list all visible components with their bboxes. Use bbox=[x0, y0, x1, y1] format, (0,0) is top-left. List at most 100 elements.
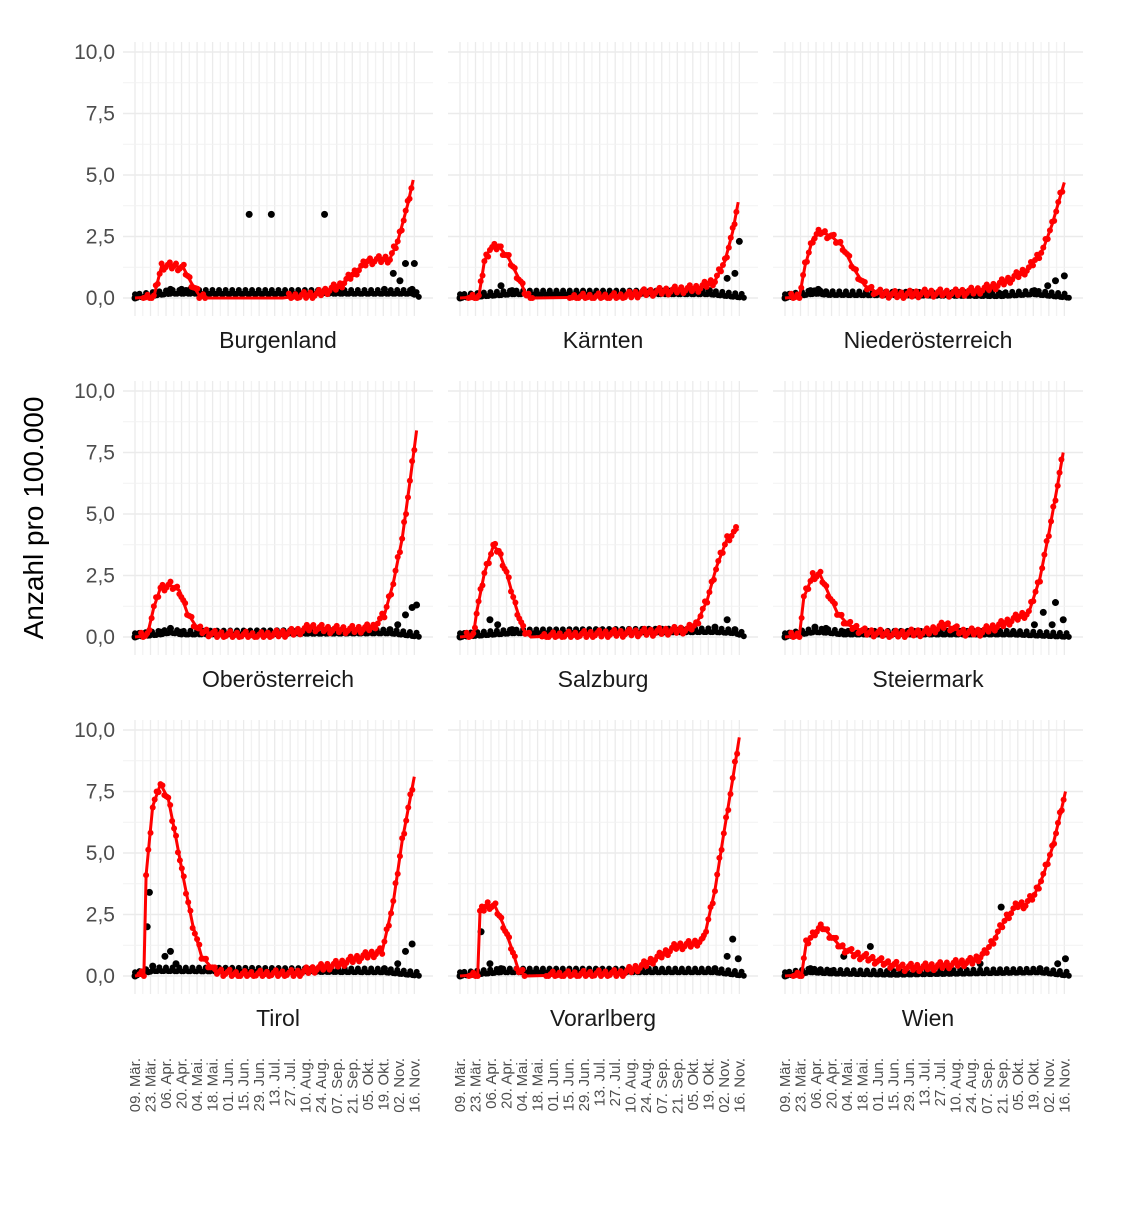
data-point-rate bbox=[180, 261, 187, 268]
data-point-rate bbox=[303, 621, 310, 628]
data-point-raw bbox=[386, 626, 394, 634]
data-point-raw bbox=[1051, 599, 1059, 607]
data-point-raw bbox=[822, 624, 830, 632]
data-point-raw bbox=[735, 237, 743, 245]
data-point-raw bbox=[413, 601, 421, 609]
x-tick-label: 05. Okt. bbox=[360, 1058, 377, 1111]
data-point-raw bbox=[394, 621, 402, 629]
data-point-rate bbox=[968, 284, 975, 291]
panel-oberösterreich: 0,0 2,5 5,0 7,5 10,0 Oberösterreich bbox=[74, 380, 433, 692]
data-point-rate bbox=[272, 967, 279, 974]
data-point-rate bbox=[626, 626, 633, 633]
data-point-rate bbox=[242, 628, 249, 635]
data-point-raw bbox=[740, 972, 747, 979]
data-point-raw bbox=[396, 277, 404, 285]
x-tick-label: 04. Mai. bbox=[839, 1058, 856, 1111]
data-point-raw bbox=[816, 966, 824, 974]
data-point-raw bbox=[1044, 282, 1052, 290]
smoothed-line bbox=[784, 181, 1066, 300]
data-point-raw bbox=[711, 623, 719, 631]
panel-title: Vorarlberg bbox=[550, 1005, 656, 1031]
x-tick-label: 24. Aug. bbox=[638, 1058, 655, 1113]
x-tick-label: 29. Jun. bbox=[251, 1058, 268, 1111]
data-point-rate bbox=[611, 967, 618, 974]
data-point-raw bbox=[156, 628, 164, 636]
x-tick-label: 20. Apr. bbox=[499, 1058, 516, 1109]
data-point-rate bbox=[258, 629, 265, 636]
x-tick-label: 27. Jul. bbox=[932, 1058, 949, 1106]
data-point-raw bbox=[890, 970, 898, 978]
data-point-raw bbox=[731, 626, 739, 634]
y-tick-label: 0,0 bbox=[86, 287, 115, 310]
y-tick-label: 10,0 bbox=[74, 380, 115, 403]
smoothed-line bbox=[459, 737, 741, 978]
x-tick-label: 13. Jul. bbox=[592, 1058, 609, 1106]
x-tick-label: 05. Okt. bbox=[685, 1058, 702, 1111]
data-point-raw bbox=[486, 960, 494, 968]
data-point-raw bbox=[997, 903, 1005, 911]
data-point-raw bbox=[1065, 633, 1072, 640]
data-point-raw bbox=[178, 285, 186, 293]
smoothed-line bbox=[784, 452, 1065, 639]
data-point-raw bbox=[415, 972, 422, 979]
data-point-raw bbox=[401, 260, 409, 268]
data-point-rate bbox=[952, 286, 959, 293]
smoothed-line bbox=[134, 776, 416, 978]
data-point-rate bbox=[288, 625, 295, 632]
data-point-raw bbox=[1009, 628, 1017, 636]
data-point-rate bbox=[656, 284, 663, 291]
x-tick-label: 29. Jun. bbox=[901, 1058, 918, 1111]
data-point-raw bbox=[723, 274, 731, 282]
x-tick-label: 01. Jun. bbox=[870, 1058, 887, 1111]
panel-niederösterreich: Niederösterreich bbox=[773, 42, 1083, 353]
x-tick-label: 04. Mai. bbox=[514, 1058, 531, 1111]
data-point-rate bbox=[626, 288, 633, 295]
data-point-raw bbox=[172, 960, 180, 968]
data-point-raw bbox=[508, 287, 516, 295]
x-tick-label: 18. Mai. bbox=[530, 1058, 547, 1111]
data-point-rate bbox=[491, 240, 498, 247]
panel-wien: Wien 09. Mär.23. Mär.06. Apr.20. Apr.04. … bbox=[773, 720, 1083, 1114]
data-point-rate bbox=[685, 937, 692, 944]
data-point-raw bbox=[145, 888, 153, 896]
data-point-raw bbox=[401, 611, 409, 619]
data-point-raw bbox=[1030, 621, 1038, 629]
data-point-rate bbox=[863, 950, 870, 957]
y-tick-label: 5,0 bbox=[86, 164, 115, 187]
x-tick-label: 05. Okt. bbox=[1010, 1058, 1027, 1111]
data-point-raw bbox=[178, 628, 186, 636]
data-point-rate bbox=[891, 287, 898, 294]
x-tick-label: 15. Jun. bbox=[561, 1058, 578, 1111]
data-point-raw bbox=[166, 624, 174, 632]
x-tick-label: 21. Sep. bbox=[669, 1058, 686, 1114]
data-point-raw bbox=[1051, 277, 1059, 285]
data-point-rate bbox=[878, 955, 885, 962]
x-tick-label: 16. Nov. bbox=[1056, 1058, 1073, 1113]
data-point-rate bbox=[817, 568, 824, 575]
x-tick-label: 18. Mai. bbox=[855, 1058, 872, 1111]
smoothed-line bbox=[459, 527, 740, 639]
data-point-rate bbox=[226, 966, 233, 973]
data-point-raw bbox=[389, 269, 397, 277]
data-point-raw bbox=[149, 962, 157, 970]
data-point-raw bbox=[1036, 965, 1044, 973]
data-point-rate bbox=[877, 626, 884, 633]
data-point-raw bbox=[245, 210, 253, 218]
data-point-raw bbox=[1054, 960, 1062, 968]
data-point-rate bbox=[375, 253, 382, 260]
data-point-raw bbox=[410, 260, 418, 268]
data-point-rate bbox=[580, 967, 587, 974]
y-tick-label: 10,0 bbox=[74, 719, 115, 742]
data-point-raw bbox=[1039, 608, 1047, 616]
data-point-rate bbox=[671, 283, 678, 290]
x-tick-label: 27. Jul. bbox=[282, 1058, 299, 1106]
x-tick-label: 04. Mai. bbox=[189, 1058, 206, 1111]
x-tick-label: 02. Nov. bbox=[1041, 1058, 1058, 1113]
data-point-raw bbox=[723, 952, 731, 960]
data-point-rate bbox=[968, 625, 975, 632]
x-tick-label: 16. Nov. bbox=[406, 1058, 423, 1113]
x-tick-label: 15. Jun. bbox=[886, 1058, 903, 1111]
x-tick-label: 02. Nov. bbox=[391, 1058, 408, 1113]
data-point-raw bbox=[1030, 287, 1038, 295]
smoothed-line bbox=[134, 430, 419, 639]
